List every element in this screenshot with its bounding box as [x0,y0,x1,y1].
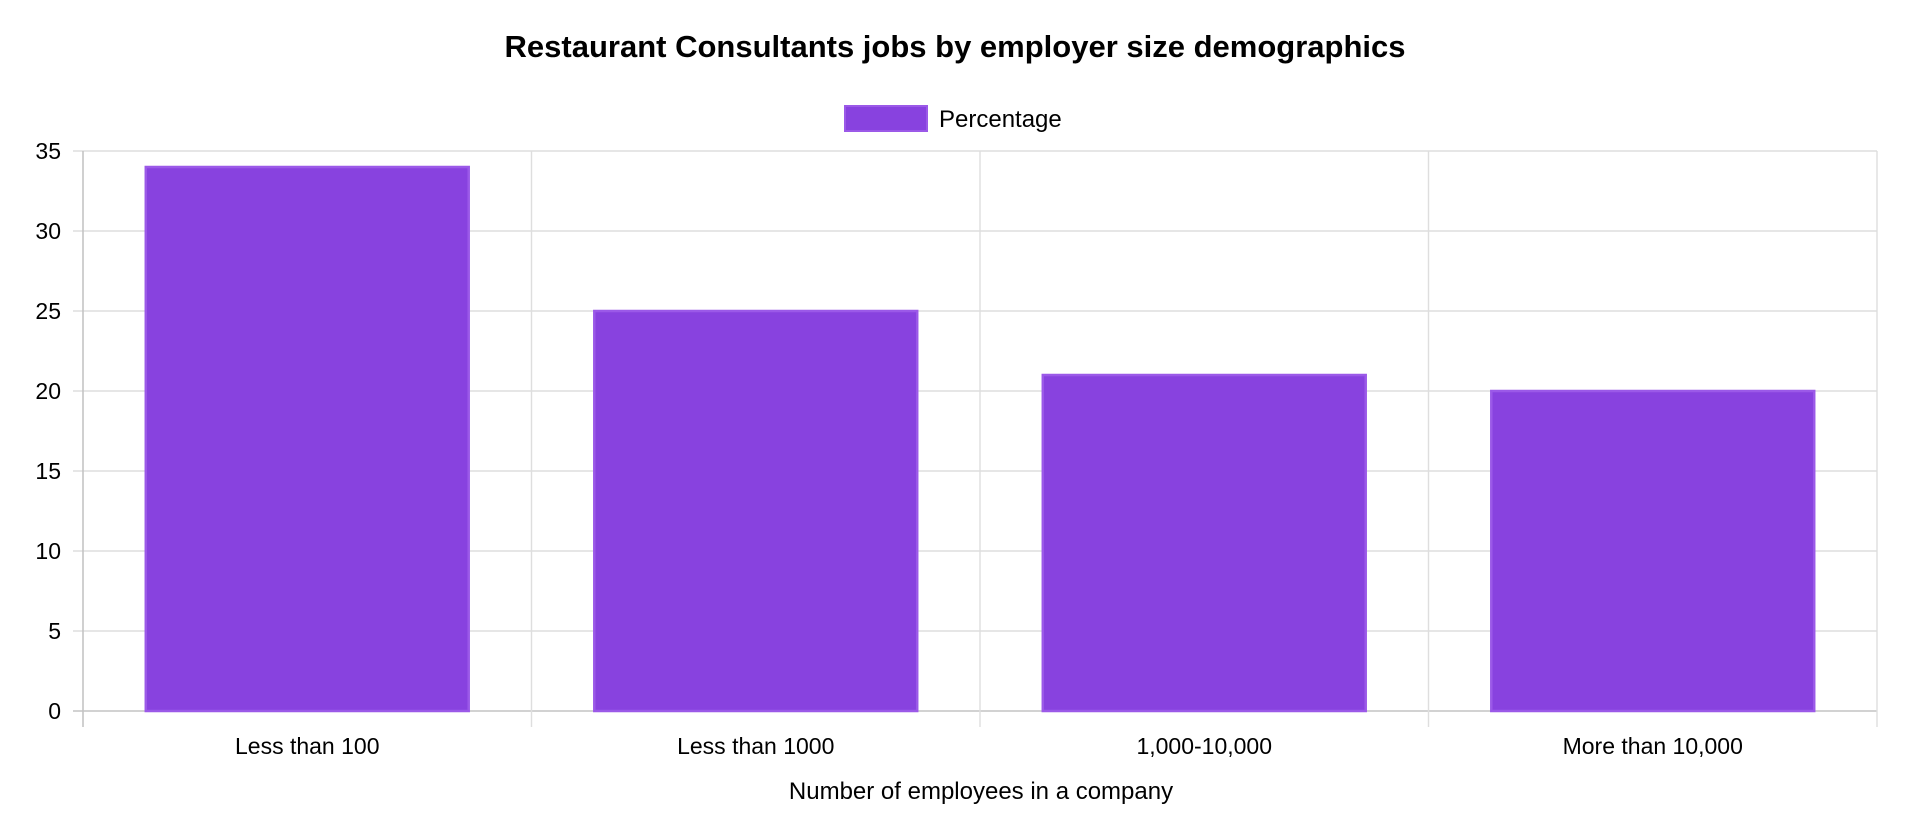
y-tick-label: 5 [48,618,61,644]
bar[interactable] [1041,373,1367,713]
y-tick-label: 25 [35,298,61,324]
y-tick-label: 0 [48,698,61,724]
legend-label: Percentage [939,106,1062,133]
y-tick-label: 20 [35,378,61,404]
y-tick-label: 15 [35,458,61,484]
x-tick-label: 1,000-10,000 [1136,733,1272,759]
y-axis-ticks: 0 5 10 15 20 25 30 35 [35,138,61,724]
chart-title: Restaurant Consultants jobs by employer … [505,29,1406,64]
x-tick-label: Less than 1000 [677,733,834,759]
x-tick-label: More than 10,000 [1563,733,1743,759]
y-tick-label: 35 [35,138,61,164]
y-tick-label: 30 [35,218,61,244]
bars [144,165,1816,713]
x-tick-label: Less than 100 [235,733,380,759]
legend[interactable]: Percentage [844,105,1062,133]
bar[interactable] [593,309,919,713]
bar[interactable] [144,165,470,713]
legend-swatch [844,105,928,132]
x-axis-title: Number of employees in a company [789,778,1173,805]
bar[interactable] [1490,389,1816,713]
x-axis-ticks: Less than 100 Less than 1000 1,000-10,000 M… [235,733,1743,759]
y-tick-label: 10 [35,538,61,564]
